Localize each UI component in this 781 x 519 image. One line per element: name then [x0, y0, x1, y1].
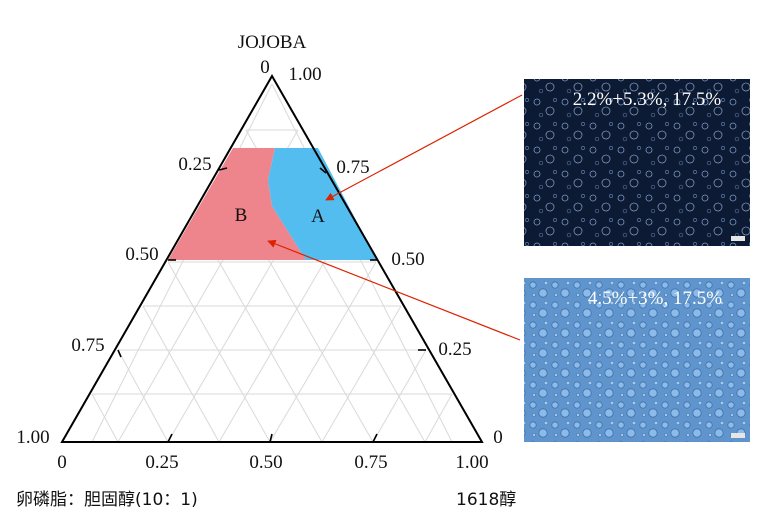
left-component-label: 卵磷脂：胆固醇(10：1)	[16, 490, 198, 510]
right-tick-label: 0.25	[438, 339, 471, 360]
grid-line-l	[167, 261, 271, 443]
micrograph-a: 2.2%+5.3%, 17.5%	[524, 79, 750, 246]
left-tick-label: 0.50	[125, 244, 158, 265]
bottom-tick-label: 0	[57, 452, 67, 473]
grid-line-l	[142, 305, 220, 443]
right-component-label: 1618醇	[456, 490, 516, 510]
bottom-tick-label: 0.25	[145, 452, 178, 473]
grid-line-l	[91, 393, 119, 443]
region-b-label: B	[235, 205, 248, 226]
left-tick-label: 0.75	[71, 335, 104, 356]
bottom-tick-label: 0.50	[249, 452, 282, 473]
right-tick-label: 0.75	[336, 157, 369, 178]
micrograph-b-caption: 4.5%+3%, 17.5%	[588, 288, 722, 309]
right-tick-label: 1.00	[288, 64, 321, 85]
left-tick-label: 0	[260, 57, 270, 78]
bottom-tick-label: 1.00	[455, 452, 488, 473]
right-tick-label: 0.50	[391, 249, 424, 270]
left-tick-label: 1.00	[16, 427, 49, 448]
micrograph-a-caption: 2.2%+5.3%, 17.5%	[573, 89, 722, 110]
grid-line-r	[91, 83, 273, 443]
arrow-to-region-b	[267, 239, 521, 341]
grid-line-r	[269, 261, 377, 443]
arrow-to-region-a	[325, 94, 523, 201]
right-tick-label: 0	[493, 427, 503, 448]
grid-line-r	[321, 305, 402, 443]
micrograph-b: 4.5%+3%, 17.5%	[524, 278, 750, 442]
bottom-tick-label: 0.75	[354, 452, 387, 473]
grid-line-r	[372, 349, 427, 443]
apex-label: JOJOBA	[238, 32, 307, 53]
region-a	[268, 148, 377, 260]
grid-line-l	[117, 349, 169, 443]
grid-line-l	[271, 83, 453, 443]
region-b	[168, 148, 306, 260]
left-tick-label: 0.25	[178, 154, 211, 175]
grid-line-r	[424, 393, 453, 443]
tick-marks	[117, 167, 426, 443]
ternary-triangle	[60, 73, 484, 443]
region-a-label: A	[311, 206, 325, 227]
